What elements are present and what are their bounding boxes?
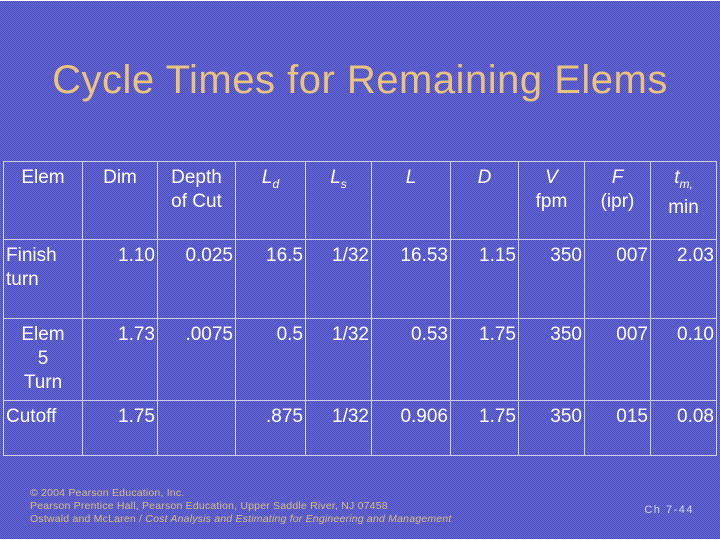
col-header-ld: Ld [235,161,306,240]
col-header-d: D [450,161,519,240]
cell-ls: 1/32 [305,400,372,456]
cell-tm: 0.10 [650,318,717,401]
cell-f: 007 [584,318,651,401]
cell-ls: 1/32 [305,239,372,319]
col-header-dim: Dim [82,161,158,240]
cell-d: 1.75 [450,400,519,456]
cell-l: 16.53 [371,239,451,319]
publisher-line: Pearson Prentice Hall, Pearson Education… [30,500,388,512]
cell-ld: 16.5 [235,239,306,319]
cell-dim: 1.10 [82,239,158,319]
col-header-l: L [371,161,451,240]
cell-ls: 1/32 [305,318,372,401]
col-header-f-ipr: F (ipr) [584,161,651,240]
cell-d: 1.15 [450,239,519,319]
cell-l: 0.53 [371,318,451,401]
slide-page-number: Ch 7-44 [644,504,694,516]
cell-elem: Finish turn [3,239,83,319]
cell-f: 015 [584,400,651,456]
copyright-footer: © 2004 Pearson Education, Inc. Pearson P… [30,487,451,526]
cell-depth [157,400,236,456]
cell-dim: 1.75 [82,400,158,456]
cell-depth: 0.025 [157,239,236,319]
copyright-line: © 2004 Pearson Education, Inc. [30,487,185,499]
cell-tm: 0.08 [650,400,717,456]
cell-v: 350 [518,239,585,319]
cell-f: 007 [584,239,651,319]
cell-l: 0.906 [371,400,451,456]
col-header-tm-min: tm, min [650,161,717,240]
cell-d: 1.75 [450,318,519,401]
cell-ld: 0.5 [235,318,306,401]
cell-elem: Cutoff [3,400,83,456]
col-header-elem: Elem [3,161,83,240]
col-header-ls: Ls [305,161,372,240]
cell-dim: 1.73 [82,318,158,401]
credit-line: Ostwald and McLaren / Cost Analysis and … [30,513,452,525]
table-row-finish-turn: Finish turn 1.10 0.025 16.5 1/32 16.53 1… [3,239,717,319]
cell-v: 350 [518,318,585,401]
cell-depth: .0075 [157,318,236,401]
cell-tm: 2.03 [650,239,717,319]
col-header-depth-of-cut: Depth of Cut [157,161,236,240]
slide-top-edge [0,0,720,1]
cell-v: 350 [518,400,585,456]
cell-ld: .875 [235,400,306,456]
slide-title: Cycle Times for Remaining Elems [52,58,668,102]
table-row-elem-5-turn: Elem 5 Turn 1.73 .0075 0.5 1/32 0.53 1.7… [3,318,717,401]
cell-elem: Elem 5 Turn [3,318,83,401]
table-row-cutoff: Cutoff 1.75 .875 1/32 0.906 1.75 350 015… [3,400,717,456]
